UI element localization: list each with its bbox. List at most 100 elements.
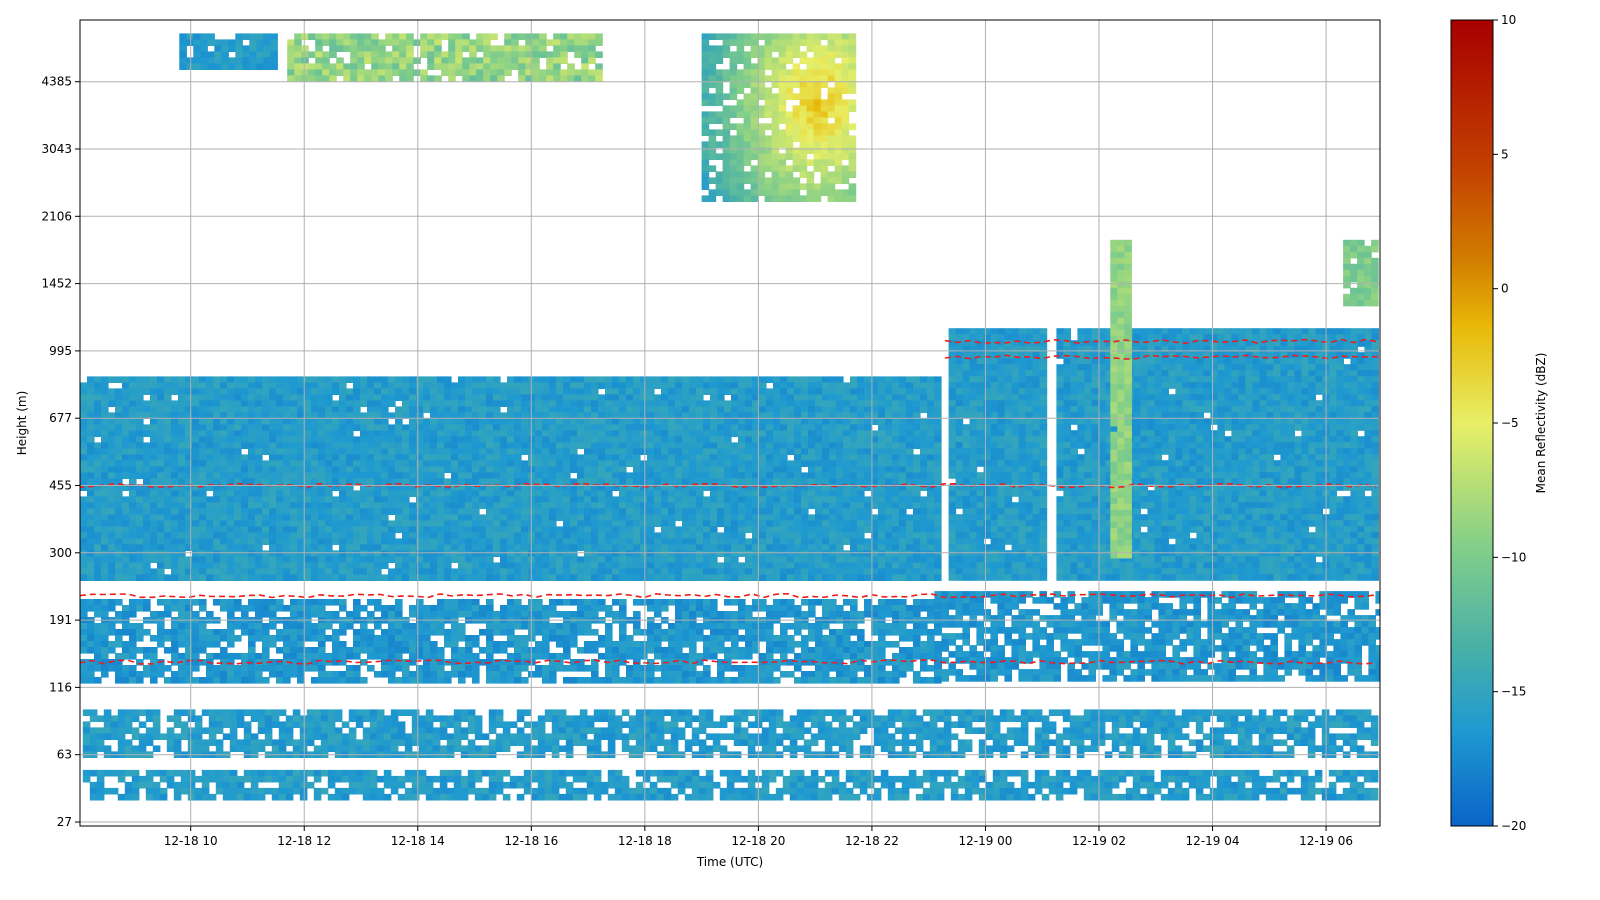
heat-cell — [598, 376, 606, 383]
heat-cell — [248, 538, 256, 545]
heat-cell — [241, 472, 249, 479]
heat-cell — [577, 574, 585, 581]
heat-cell — [990, 484, 999, 491]
heat-cell — [444, 538, 452, 545]
heat-cell — [164, 490, 172, 497]
heat-cell — [122, 466, 130, 473]
heat-cell — [752, 490, 760, 497]
heat-cell — [549, 514, 557, 521]
heat-cell — [108, 430, 116, 437]
heat-cell — [1039, 406, 1048, 413]
heat-cell — [899, 388, 907, 395]
heat-cell — [444, 544, 452, 551]
heat-cell — [339, 406, 347, 413]
heat-cell — [591, 574, 599, 581]
heat-cell — [290, 466, 298, 473]
heat-cell — [360, 496, 368, 503]
heat-cell — [416, 472, 424, 479]
heat-cell — [731, 448, 739, 455]
heat-cell — [857, 376, 865, 383]
heat-cell — [493, 436, 501, 443]
heat-cell — [339, 400, 347, 407]
heat-cell — [164, 460, 172, 467]
heat-cell — [1011, 424, 1020, 431]
heat-cell — [976, 532, 985, 539]
heat-cell — [451, 382, 459, 389]
heat-cell — [136, 484, 144, 491]
heat-cell — [892, 454, 900, 461]
heat-cell — [710, 454, 718, 461]
heat-cell — [220, 472, 228, 479]
heat-cell — [780, 388, 788, 395]
heat-cell — [913, 508, 921, 515]
heat-cell — [759, 418, 767, 425]
heat-cell — [115, 448, 123, 455]
heat-cell — [129, 514, 137, 521]
heat-cell — [1189, 346, 1197, 353]
heat-cell — [290, 394, 298, 401]
heat-cell — [906, 394, 914, 401]
heat-cell — [1039, 364, 1048, 371]
heat-cell — [829, 430, 837, 437]
heat-cell — [115, 538, 123, 545]
heat-cell — [1140, 364, 1148, 371]
heat-cell — [892, 388, 900, 395]
heat-cell — [689, 514, 697, 521]
heat-cell — [115, 466, 123, 473]
heat-cell — [962, 394, 971, 401]
heat-cell — [87, 424, 95, 431]
heat-cell — [745, 430, 753, 437]
heat-cell — [969, 442, 978, 449]
heat-cell — [1259, 328, 1267, 335]
heat-cell — [794, 472, 802, 479]
heat-cell — [976, 514, 985, 521]
heat-cell — [80, 424, 88, 431]
heat-cell — [682, 484, 690, 491]
heat-cell — [297, 424, 305, 431]
heat-cell — [248, 448, 256, 455]
heat-cell — [542, 562, 550, 569]
heat-cell — [598, 508, 606, 515]
heat-cell — [416, 544, 424, 551]
heat-cell — [521, 460, 529, 467]
heat-cell — [311, 436, 319, 443]
heat-cell — [773, 520, 781, 527]
heat-cell — [465, 382, 473, 389]
heat-cell — [332, 412, 340, 419]
heat-cell — [1018, 388, 1027, 395]
heat-cell — [563, 406, 571, 413]
heat-cell — [556, 406, 564, 413]
heat-cell — [234, 520, 242, 527]
heat-cell — [1025, 346, 1034, 353]
heat-cell — [185, 388, 193, 395]
heat-cell — [1168, 364, 1176, 371]
heat-cell — [192, 562, 200, 569]
heat-cell — [248, 418, 256, 425]
heat-cell — [920, 376, 928, 383]
heat-cell — [675, 562, 683, 569]
heat-cell — [129, 460, 137, 467]
heat-cell — [570, 562, 578, 569]
heat-cell — [157, 424, 165, 431]
heat-cell — [94, 478, 102, 485]
heat-cell — [759, 490, 767, 497]
heat-cell — [752, 466, 760, 473]
heat-cell — [437, 550, 445, 557]
heat-cell — [444, 520, 452, 527]
heat-cell — [283, 394, 291, 401]
heat-cell — [206, 430, 214, 437]
heat-cell — [493, 532, 501, 539]
heat-cell — [458, 490, 466, 497]
heat-cell — [934, 508, 942, 515]
heat-cell — [437, 478, 445, 485]
heat-cell — [801, 520, 809, 527]
heat-cell — [332, 376, 340, 383]
heat-cell — [346, 478, 354, 485]
heat-cell — [465, 418, 473, 425]
heat-cell — [759, 514, 767, 521]
heat-cell — [955, 412, 964, 419]
heat-cell — [955, 514, 964, 521]
heat-cell — [521, 418, 529, 425]
heat-cell — [752, 574, 760, 581]
heat-cell — [948, 496, 957, 503]
